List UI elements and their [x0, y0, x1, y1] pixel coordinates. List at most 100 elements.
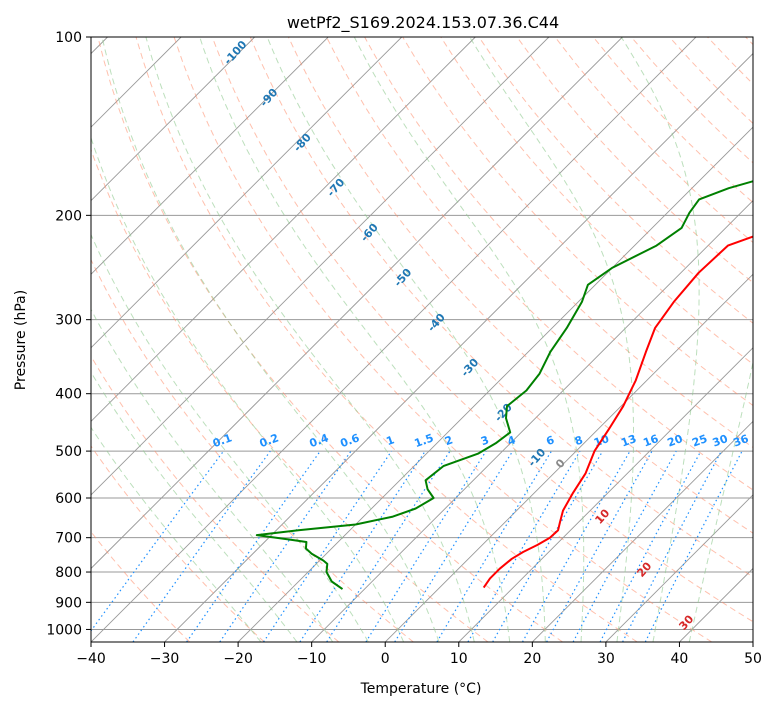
moist-adiabat-label: 0: [553, 456, 568, 471]
moist-adiabat: [266, 37, 546, 642]
x-tick-label: −20: [223, 651, 253, 667]
moist-adiabat: [101, 37, 440, 642]
dry-adiabat-label: -90: [257, 86, 280, 110]
moist-adiabat: [145, 37, 475, 642]
moist-adiabat: [620, 37, 700, 642]
mixing-ratio-label: 0.1: [211, 431, 234, 450]
isotherm-line: [458, 347, 753, 642]
x-tick-label: 10: [450, 651, 468, 667]
mixing-ratio-label: 1.5: [413, 431, 436, 450]
y-tick-label: 300: [55, 313, 82, 329]
y-tick-label: 500: [55, 444, 82, 460]
mixing-ratio-line: [394, 450, 514, 642]
moist-adiabat: [91, 233, 369, 642]
moist-adiabat: [199, 37, 511, 642]
mixing-ratio-label: 8: [573, 433, 585, 448]
temperature-series-line: [482, 235, 753, 589]
moist-adiabat: [91, 426, 262, 642]
isotherm-line: [91, 37, 255, 202]
dry-adiabat: [91, 258, 414, 642]
y-axis-title: Pressure (hPa): [13, 290, 29, 390]
dry-adiabat-label: -50: [391, 266, 414, 290]
y-tick-label: 1000: [46, 622, 82, 638]
moist-adiabat: [688, 360, 753, 642]
x-tick-label: 30: [597, 651, 615, 667]
moist-adiabat: [91, 136, 405, 642]
y-tick-label: 700: [55, 531, 82, 547]
moist-adiabat-label: 10: [592, 506, 612, 526]
isotherm-line: [679, 567, 753, 642]
mixing-ratio-line: [91, 450, 224, 632]
isotherm-line: [532, 420, 753, 642]
mixing-ratio-label: 20: [666, 432, 685, 450]
mixing-ratio-line: [262, 450, 392, 642]
dry-adiabat: [249, 37, 753, 578]
x-tick-label: 20: [523, 651, 541, 667]
moist-adiabat: [353, 37, 585, 642]
dry-adiabat-label: -20: [492, 401, 515, 425]
isotherm-line: [91, 37, 403, 349]
mixing-ratio-label: 4: [506, 433, 518, 448]
mixing-ratio-label: 1: [385, 433, 397, 448]
mixing-ratio-line: [644, 450, 743, 642]
isotherm-line: [91, 37, 476, 422]
plot-frame: [90, 36, 754, 643]
y-tick-label: 800: [55, 565, 82, 581]
x-tick-label: 0: [381, 651, 390, 667]
dry-adiabat: [91, 355, 340, 642]
dry-adiabat: [91, 445, 265, 642]
isotherm-line: [605, 494, 753, 642]
x-axis: −40 −30 −20 −10 0 10 20 30 40 50: [76, 642, 762, 667]
dry-adiabat: [287, 37, 753, 534]
mixing-ratio-line: [299, 450, 426, 642]
dry-adiabat: [326, 37, 753, 491]
x-tick-label: 40: [671, 651, 689, 667]
dry-adiabat-label: -30: [458, 356, 481, 380]
dry-adiabat: [91, 148, 489, 642]
isotherm-line: [237, 126, 753, 642]
x-tick-label: −40: [76, 651, 106, 667]
isotherm-line: [91, 37, 329, 275]
dry-adiabat-label: -40: [425, 311, 448, 335]
mixing-ratio-label: 30: [711, 432, 730, 450]
isotherm-line: [91, 37, 623, 570]
isotherm-line: [91, 37, 697, 642]
dry-adiabat-label: -80: [291, 131, 314, 155]
chart-title: wetPf2_S169.2024.153.07.36.C44: [287, 13, 559, 33]
dry-adiabat-label: -70: [324, 176, 347, 200]
moist-adiabat-label: 20: [634, 559, 654, 579]
mixing-ratio-label: 0.6: [338, 431, 361, 450]
mixing-ratio-line: [467, 450, 581, 642]
x-tick-label: −30: [150, 651, 180, 667]
y-tick-label: 900: [55, 595, 82, 611]
mixing-ratio-label: 2: [443, 433, 455, 448]
y-tick-label: 100: [55, 30, 82, 46]
dry-adiabat: [554, 37, 753, 244]
dry-adiabat: [97, 37, 563, 642]
dry-adiabat: [745, 37, 753, 46]
x-tick-label: −10: [297, 651, 327, 667]
mixing-ratio-line: [186, 450, 321, 642]
mixing-ratio-label: 16: [641, 432, 660, 450]
profile-series: [255, 180, 753, 590]
isotherm-line: [91, 37, 550, 496]
mixing-ratio-label: 13: [619, 432, 638, 449]
y-tick-label: 400: [55, 387, 82, 403]
dry-adiabat: [211, 37, 753, 623]
mixing-ratio-line: [599, 450, 702, 642]
moist-adiabat: [91, 371, 298, 642]
x-axis-title: Temperature (°C): [360, 681, 482, 697]
mixing-ratio-label: 3: [479, 433, 491, 448]
x-tick-label: 50: [744, 651, 762, 667]
isotherm-line: [384, 273, 753, 642]
moist-adiabat: [469, 37, 634, 642]
mixing-ratio-label: 36: [731, 432, 750, 450]
moist-adiabat: [91, 308, 334, 642]
y-tick-label: 600: [55, 491, 82, 507]
isotherm-line: [311, 200, 753, 642]
isotherm-line: [164, 52, 753, 642]
dry-adiabat: [669, 37, 753, 125]
dry-adiabat: [173, 37, 713, 642]
dewpoint-series-line: [255, 180, 753, 590]
